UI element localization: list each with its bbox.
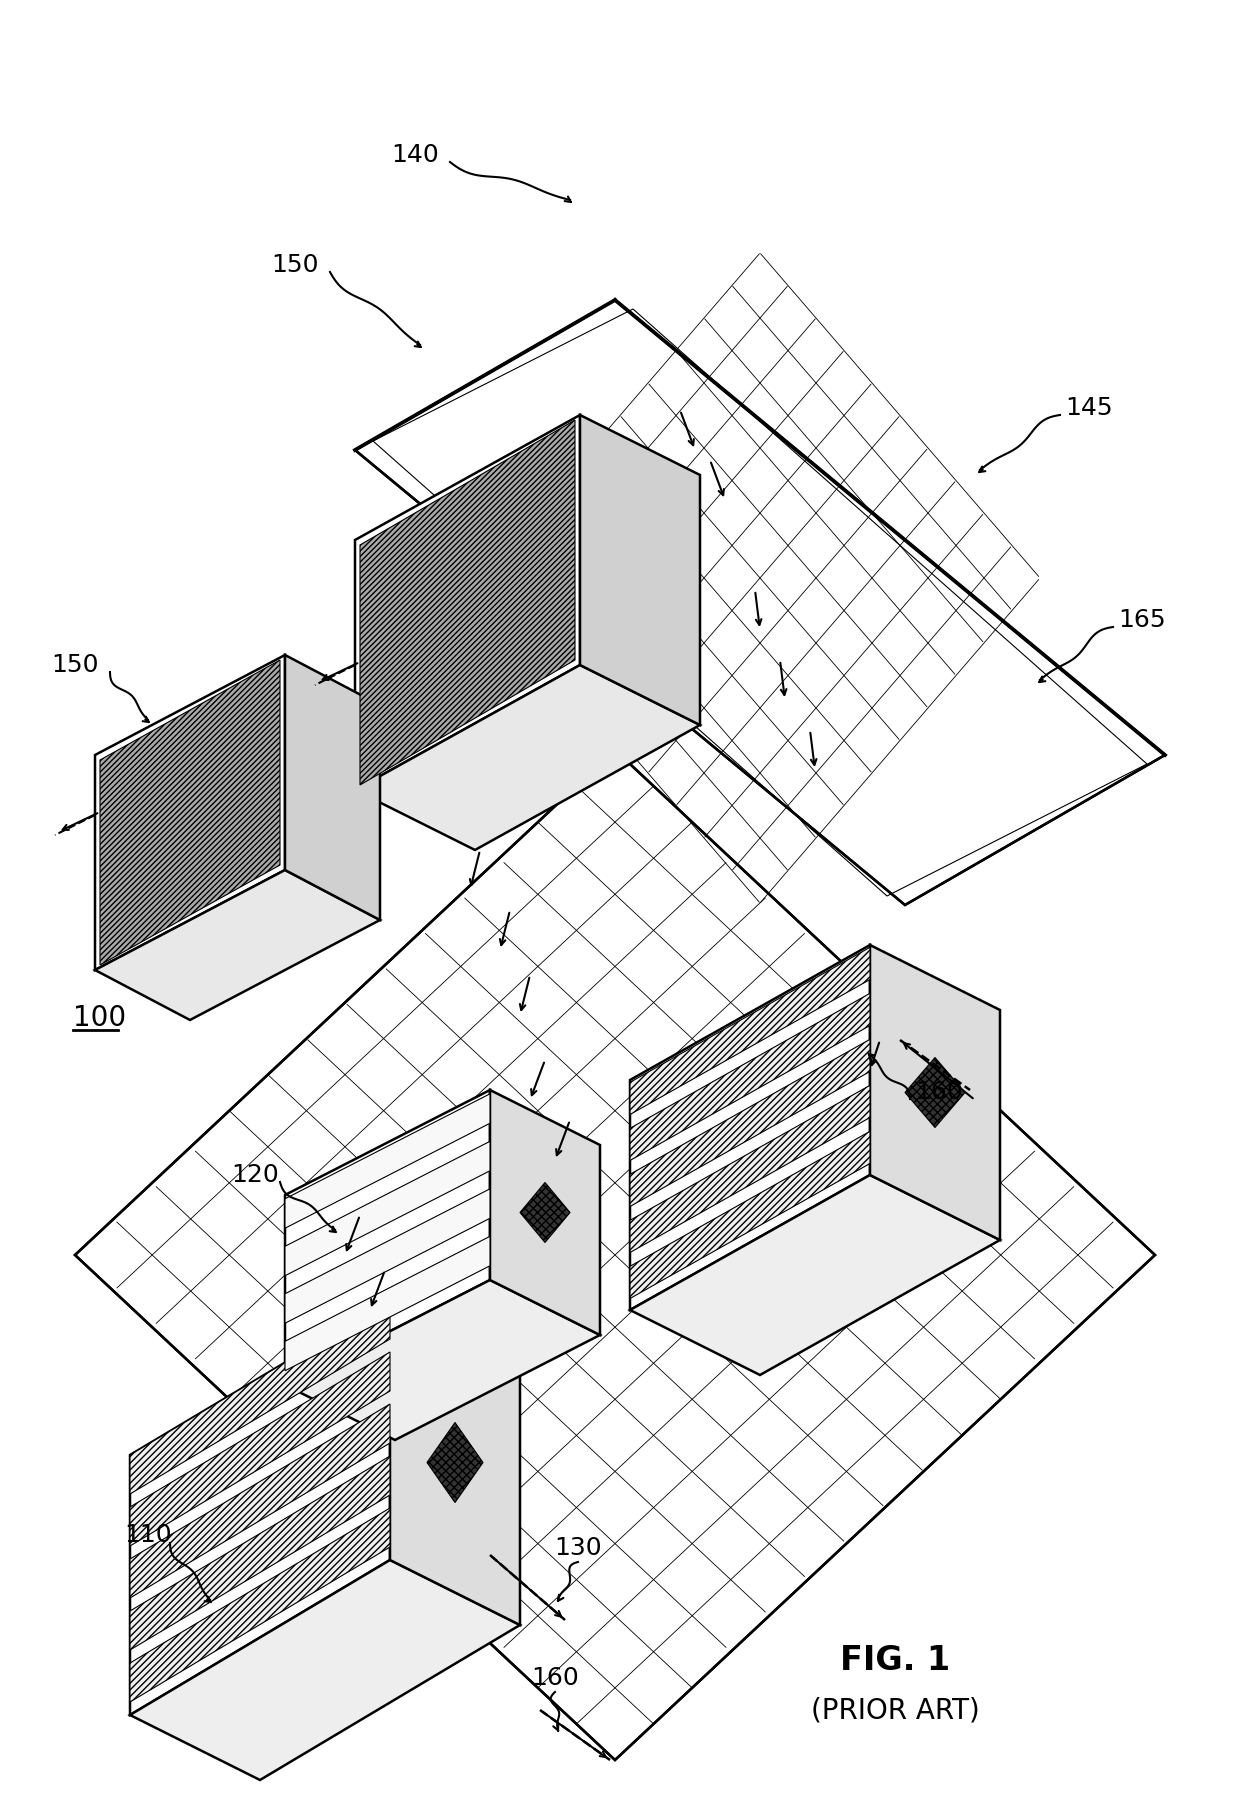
Polygon shape [630,945,870,1310]
Polygon shape [130,1352,391,1546]
Polygon shape [285,1142,490,1276]
Polygon shape [74,749,1154,1759]
Polygon shape [130,1455,391,1651]
Polygon shape [905,1057,965,1128]
Polygon shape [100,661,280,965]
Text: 130: 130 [554,1537,601,1560]
Text: 160: 160 [915,1081,962,1104]
Polygon shape [391,1300,520,1625]
Text: 150: 150 [272,253,319,277]
Polygon shape [630,1086,870,1253]
Polygon shape [630,994,870,1160]
Polygon shape [130,1508,391,1701]
Polygon shape [285,1236,490,1370]
Text: 145: 145 [1065,396,1112,420]
Polygon shape [630,947,870,1115]
Polygon shape [130,1405,391,1598]
Polygon shape [95,655,285,970]
Text: 140: 140 [391,143,439,167]
Polygon shape [285,1093,490,1229]
Polygon shape [355,300,1166,905]
Polygon shape [520,1182,570,1242]
Polygon shape [630,1175,999,1376]
Polygon shape [285,1189,490,1323]
Text: 100: 100 [73,1005,126,1032]
Polygon shape [285,1280,600,1441]
Polygon shape [285,1090,490,1385]
Polygon shape [630,1039,870,1207]
Polygon shape [95,871,379,1021]
Text: (PRIOR ART): (PRIOR ART) [811,1696,980,1723]
Text: FIG. 1: FIG. 1 [839,1643,950,1676]
Polygon shape [580,414,701,726]
Polygon shape [355,664,701,851]
Text: 110: 110 [124,1522,172,1548]
Polygon shape [285,655,379,919]
Text: 150: 150 [51,653,99,677]
Polygon shape [427,1423,484,1502]
Polygon shape [355,414,580,789]
Polygon shape [130,1300,391,1493]
Text: 165: 165 [1118,608,1166,632]
Polygon shape [630,1131,870,1298]
Text: 120: 120 [231,1164,279,1187]
Polygon shape [360,420,575,786]
Polygon shape [130,1560,520,1779]
Polygon shape [130,1300,391,1716]
Polygon shape [870,945,999,1240]
Polygon shape [490,1090,600,1336]
Text: 160: 160 [531,1665,579,1691]
